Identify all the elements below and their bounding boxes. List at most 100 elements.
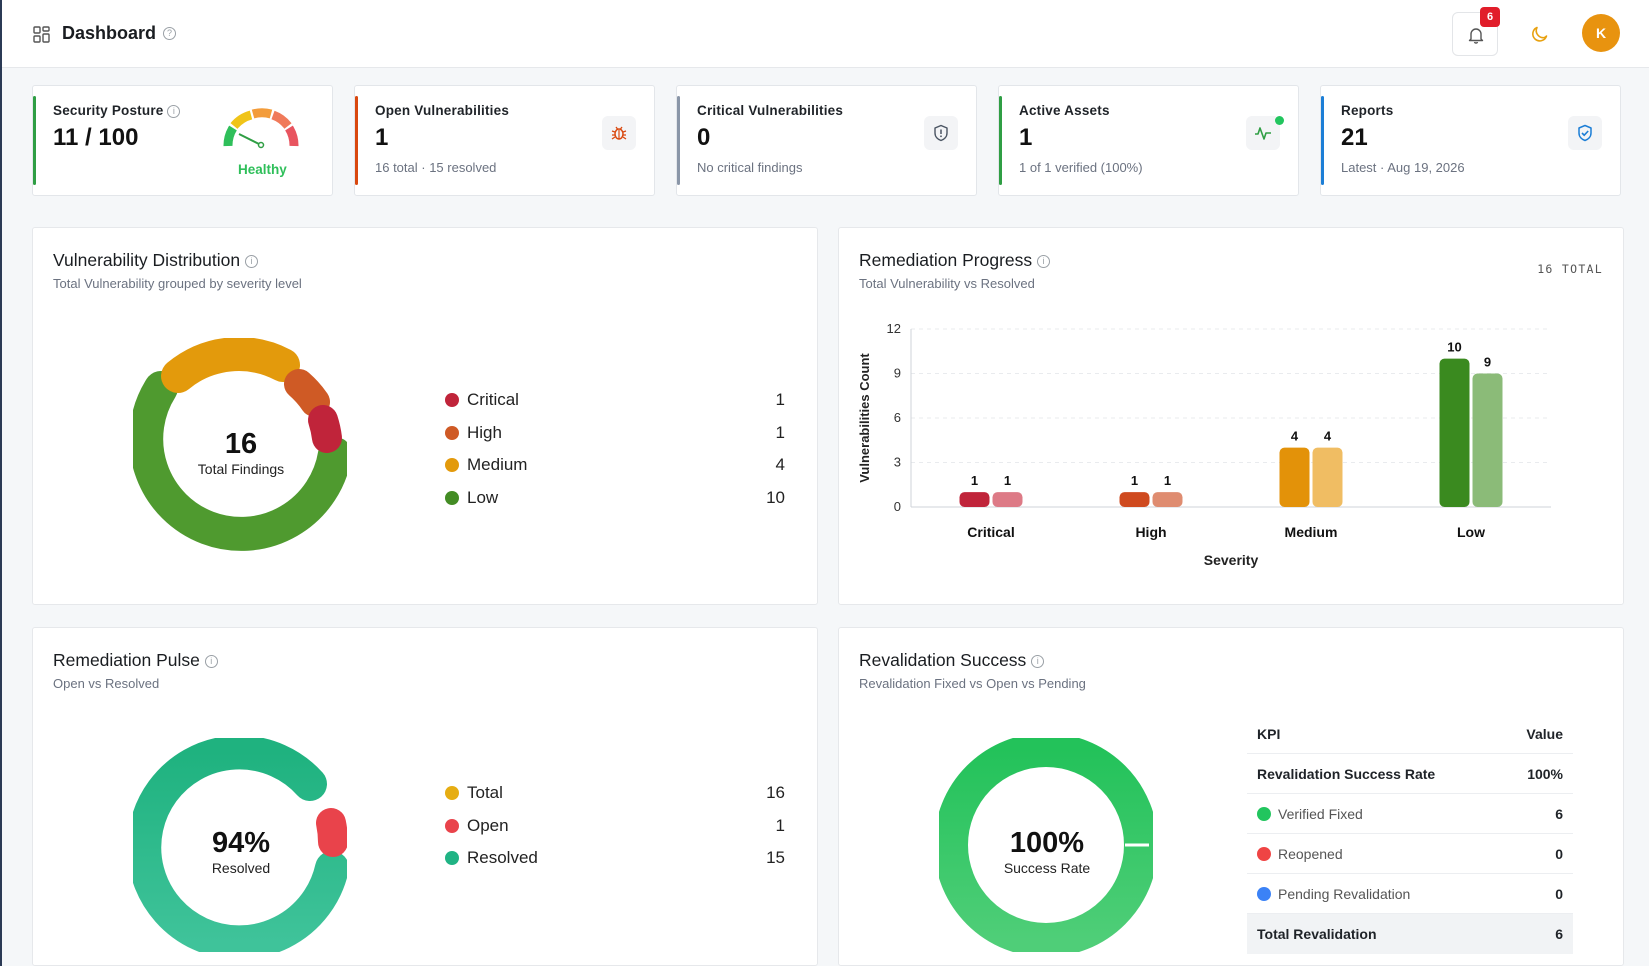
- active-assets-card[interactable]: Active Assets 1 1 of 1 verified (100%): [998, 85, 1299, 196]
- legend-value: 1: [775, 816, 785, 835]
- bug-icon: [602, 116, 636, 150]
- donut-segment-medium[interactable]: [161, 338, 300, 393]
- x-tick-label: Medium: [1285, 524, 1338, 540]
- x-tick-label: High: [1135, 524, 1166, 540]
- legend-label: Low: [467, 488, 499, 507]
- sidebar-edge: [0, 0, 2, 966]
- shield-check-icon: [1568, 116, 1602, 150]
- page-title: Dashboard: [62, 23, 157, 43]
- card-subtitle: Total Vulnerability grouped by severity …: [53, 276, 302, 291]
- online-indicator: [1275, 116, 1284, 125]
- help-icon[interactable]: ?: [163, 27, 176, 40]
- info-icon[interactable]: i: [1031, 654, 1045, 668]
- bar-critical-total: [959, 492, 990, 507]
- vulnerability-distribution-card: Vulnerability Distribution i Total Vulne…: [32, 227, 818, 605]
- donut-center-value: 16: [224, 428, 258, 460]
- card-title: Revalidation Success i: [859, 650, 1045, 671]
- x-tick-label: Critical: [967, 524, 1014, 540]
- stat-label: Security Posture i: [53, 103, 181, 118]
- kpi-rate-row: Revalidation Success Rate 100%: [1247, 754, 1573, 794]
- critical-vulnerabilities-card[interactable]: Critical Vulnerabilities 0 No critical f…: [676, 85, 977, 196]
- x-axis-label: Severity: [1204, 552, 1259, 568]
- stat-label: Reports: [1341, 103, 1394, 118]
- bar-data-label: 1: [1004, 473, 1011, 488]
- moon-icon[interactable]: [1530, 24, 1550, 44]
- bar-critical-resolved: [992, 492, 1023, 507]
- legend-dot: [445, 393, 459, 407]
- stat-label: Critical Vulnerabilities: [697, 103, 844, 118]
- y-tick-label: 0: [894, 499, 901, 514]
- kpi-value: 6: [1555, 926, 1563, 942]
- kpi-value: 6: [1555, 806, 1563, 822]
- legend-item-open[interactable]: Open 1: [445, 814, 785, 840]
- legend-item-total[interactable]: Total 16: [445, 781, 785, 807]
- accent-bar: [677, 96, 680, 185]
- legend-item-critical[interactable]: Critical 1: [445, 388, 785, 414]
- remediation-bar-chart: 0 3 6 9 12 Vulnerabilities Count 1 1 Critical 1 1 H…: [857, 321, 1551, 568]
- donut-segment-resolved[interactable]: [133, 738, 347, 952]
- bar-low-total: [1439, 358, 1470, 507]
- legend-label: Total: [467, 783, 503, 802]
- stat-value: 1: [1019, 124, 1033, 151]
- card-title: Vulnerability Distribution i: [53, 250, 258, 271]
- legend-item-high[interactable]: High 1: [445, 421, 785, 447]
- legend-item-low[interactable]: Low 10: [445, 486, 785, 512]
- y-tick-label: 6: [894, 410, 901, 425]
- kpi-label: Revalidation Success Rate: [1257, 766, 1436, 782]
- accent-bar: [999, 96, 1002, 185]
- card-subtitle: Open vs Resolved: [53, 676, 160, 691]
- notification-count-badge: 6: [1480, 7, 1500, 27]
- legend-value: 10: [766, 488, 785, 507]
- revalidation-success-card: Revalidation Success i Revalidation Fixe…: [838, 627, 1624, 966]
- bar-data-label: 4: [1291, 429, 1299, 444]
- y-tick-label: 9: [894, 366, 901, 381]
- info-icon[interactable]: i: [204, 654, 218, 668]
- status-dot: [1257, 847, 1271, 861]
- legend-item-medium[interactable]: Medium 4: [445, 453, 785, 479]
- reports-card[interactable]: Reports 21 Latest · Aug 19, 2026: [1320, 85, 1621, 196]
- donut-segment-high[interactable]: [284, 369, 330, 417]
- kpi-total-row: Total Revalidation 6: [1247, 914, 1573, 954]
- bar-medium-total: [1279, 447, 1310, 507]
- stat-value: 21: [1341, 124, 1368, 151]
- shield-alert-icon: [924, 116, 958, 150]
- legend-label: Open: [467, 816, 509, 835]
- legend-dot: [445, 491, 459, 505]
- card-title: Remediation Progress i: [859, 250, 1051, 271]
- activity-icon: [1246, 116, 1280, 150]
- status-dot: [1257, 807, 1271, 821]
- legend-dot: [445, 426, 459, 440]
- info-icon[interactable]: i: [1037, 254, 1051, 268]
- donut-segment-critical[interactable]: [308, 405, 342, 453]
- open-vulnerabilities-card[interactable]: Open Vulnerabilities 1 16 total · 15 res…: [354, 85, 655, 196]
- stat-sub: No critical findings: [697, 160, 803, 175]
- legend-item-resolved[interactable]: Resolved 15: [445, 846, 785, 872]
- legend-value: 16: [766, 783, 785, 802]
- kpi-table: KPI Value Revalidation Success Rate 100%…: [1247, 714, 1573, 954]
- stat-sub: Latest · Aug 19, 2026: [1341, 160, 1465, 175]
- legend-value: 1: [775, 423, 785, 442]
- dashboard-grid-icon: [33, 26, 50, 43]
- bell-icon: [1468, 28, 1484, 44]
- info-icon[interactable]: i: [167, 104, 181, 118]
- donut-segment-low[interactable]: [133, 371, 347, 551]
- remediation-pulse-card: Remediation Pulse i Open vs Resolved 94%…: [32, 627, 818, 966]
- x-tick-label: Low: [1457, 524, 1485, 540]
- donut-center-value: 94%: [211, 827, 271, 859]
- avatar[interactable]: K: [1582, 14, 1620, 52]
- accent-bar: [355, 96, 358, 185]
- legend-label: Resolved: [467, 848, 538, 867]
- info-icon[interactable]: i: [244, 254, 258, 268]
- bar-low-resolved: [1472, 373, 1503, 507]
- stat-value: 1: [375, 124, 389, 151]
- status-dot: [1257, 887, 1271, 901]
- value-header: Value: [1526, 726, 1563, 742]
- legend-value: 4: [775, 455, 785, 474]
- legend-dot: [445, 819, 459, 833]
- donut-center-label: Success Rate: [1003, 860, 1091, 876]
- legend-dot: [445, 458, 459, 472]
- revalidation-donut: [939, 738, 1153, 952]
- legend-label: High: [467, 423, 502, 442]
- donut-segment-open[interactable]: [316, 808, 347, 857]
- stat-label: Open Vulnerabilities: [375, 103, 510, 118]
